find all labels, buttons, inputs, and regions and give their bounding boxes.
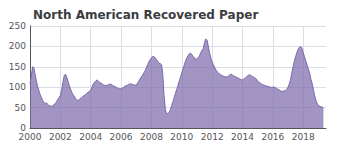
svg-text:2016: 2016 xyxy=(261,132,284,142)
svg-text:150: 150 xyxy=(9,62,26,72)
svg-text:2006: 2006 xyxy=(110,132,133,142)
svg-text:2002: 2002 xyxy=(49,132,72,142)
svg-text:0: 0 xyxy=(20,123,26,133)
svg-text:2012: 2012 xyxy=(201,132,224,142)
svg-text:2014: 2014 xyxy=(231,132,254,142)
svg-text:2004: 2004 xyxy=(79,132,102,142)
svg-text:50: 50 xyxy=(15,103,27,113)
svg-text:North American Recovered Paper: North American Recovered Paper xyxy=(33,8,258,22)
svg-text:2000: 2000 xyxy=(19,132,42,142)
svg-text:100: 100 xyxy=(9,82,26,92)
svg-text:200: 200 xyxy=(9,41,26,51)
svg-text:2008: 2008 xyxy=(140,132,163,142)
svg-text:250: 250 xyxy=(9,21,26,31)
svg-text:2018: 2018 xyxy=(292,132,315,142)
svg-text:2010: 2010 xyxy=(170,132,193,142)
